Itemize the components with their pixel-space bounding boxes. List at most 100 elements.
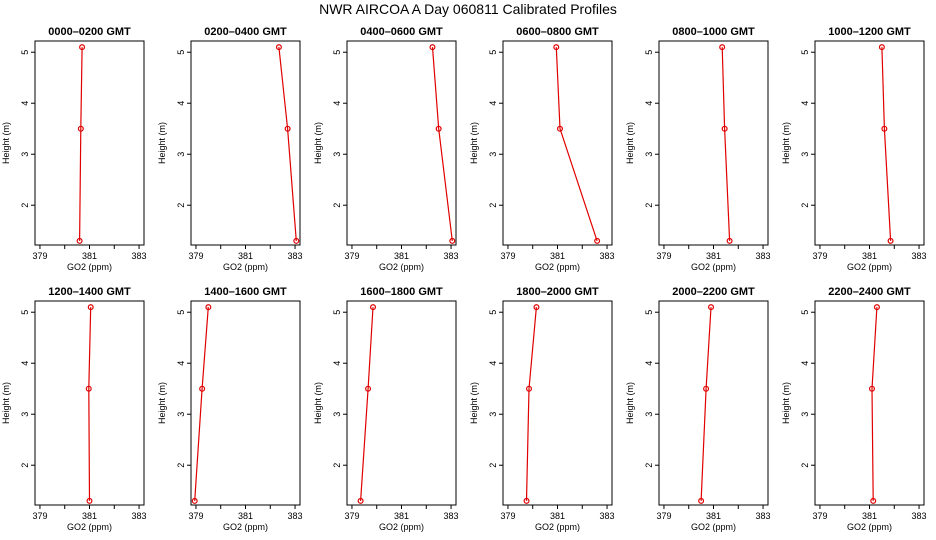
y-tick-label: 2 bbox=[488, 203, 498, 208]
y-tick-label: 3 bbox=[332, 152, 342, 157]
y-tick-label: 4 bbox=[644, 101, 654, 106]
x-axis-label: GO2 (ppm) bbox=[691, 262, 736, 272]
x-axis-label: GO2 (ppm) bbox=[847, 262, 892, 272]
y-axis-label: Height (m) bbox=[469, 122, 479, 164]
y-tick-label: 3 bbox=[488, 412, 498, 417]
data-point bbox=[708, 304, 715, 311]
panel-title: 0200–0400 GMT bbox=[204, 26, 287, 38]
plot-frame bbox=[34, 40, 145, 246]
y-axis-label: Height (m) bbox=[469, 382, 479, 424]
x-tick-label: 379 bbox=[32, 511, 47, 521]
panel-5: 0800–1000 GMT 379 381 383 2 3 4 5 GO2 (ppm) Heigh… bbox=[625, 26, 771, 272]
x-tick-label: 383 bbox=[600, 251, 615, 261]
x-tick-label: 383 bbox=[132, 511, 147, 521]
x-tick-label: 379 bbox=[812, 511, 827, 521]
data-point bbox=[523, 497, 530, 504]
data-point bbox=[556, 125, 563, 132]
data-point bbox=[721, 125, 728, 132]
x-tick-label: 379 bbox=[500, 251, 515, 261]
y-tick-label: 5 bbox=[332, 310, 342, 315]
x-tick-label: 383 bbox=[132, 251, 147, 261]
y-tick-label: 4 bbox=[332, 101, 342, 106]
y-tick-label: 2 bbox=[488, 463, 498, 468]
profile-line bbox=[278, 47, 297, 241]
x-axis-label: GO2 (ppm) bbox=[691, 522, 736, 532]
x-tick-label: 383 bbox=[288, 511, 303, 521]
profile-line bbox=[555, 47, 598, 242]
panel-4: 0600–0800 GMT 379 381 383 2 3 4 5 GO2 (ppm) Heigh… bbox=[469, 26, 615, 272]
profile-line bbox=[881, 47, 892, 241]
profile-line bbox=[88, 307, 92, 501]
x-tick-label: 379 bbox=[500, 511, 515, 521]
panel-title: 1400–1600 GMT bbox=[204, 286, 287, 298]
profile-line bbox=[79, 47, 83, 241]
data-point bbox=[553, 44, 560, 51]
x-tick-label: 383 bbox=[756, 251, 771, 261]
plot-frame bbox=[814, 300, 925, 506]
data-point bbox=[887, 237, 894, 244]
y-tick-label: 5 bbox=[20, 310, 30, 315]
y-tick-label: 5 bbox=[176, 310, 186, 315]
x-tick-label: 381 bbox=[550, 251, 565, 261]
y-axis-label: Height (m) bbox=[1, 382, 11, 424]
x-tick-label: 381 bbox=[238, 511, 253, 521]
data-point bbox=[205, 304, 212, 311]
profile-line bbox=[700, 307, 712, 501]
x-axis-label: GO2 (ppm) bbox=[535, 262, 580, 272]
x-axis-label: GO2 (ppm) bbox=[847, 522, 892, 532]
data-point bbox=[870, 497, 877, 504]
data-point bbox=[275, 44, 282, 51]
data-point bbox=[357, 497, 364, 504]
x-tick-label: 381 bbox=[394, 511, 409, 521]
y-tick-label: 3 bbox=[176, 152, 186, 157]
y-axis-label: Height (m) bbox=[1, 122, 11, 164]
y-axis-label: Height (m) bbox=[781, 122, 791, 164]
x-tick-label: 379 bbox=[344, 251, 359, 261]
data-point bbox=[79, 44, 86, 51]
profile-line bbox=[194, 307, 209, 501]
x-tick-label: 383 bbox=[912, 511, 927, 521]
y-tick-label: 2 bbox=[800, 463, 810, 468]
data-point bbox=[429, 44, 436, 51]
y-tick-label: 3 bbox=[176, 412, 186, 417]
x-axis-label: GO2 (ppm) bbox=[67, 522, 112, 532]
panel-title: 2200–2400 GMT bbox=[828, 286, 911, 298]
x-axis-label: GO2 (ppm) bbox=[535, 522, 580, 532]
y-tick-label: 2 bbox=[176, 463, 186, 468]
x-tick-label: 383 bbox=[600, 511, 615, 521]
panel-grid: 0000–0200 GMT 379 381 383 2 3 4 5 GO2 (ppm) Heigh… bbox=[1, 26, 927, 532]
plot-frame bbox=[346, 40, 457, 246]
y-tick-label: 5 bbox=[644, 310, 654, 315]
data-point bbox=[77, 125, 84, 132]
data-point bbox=[284, 125, 291, 132]
x-axis-label: GO2 (ppm) bbox=[379, 262, 424, 272]
plot-frame bbox=[502, 300, 613, 506]
y-axis-label: Height (m) bbox=[781, 382, 791, 424]
y-tick-label: 4 bbox=[488, 101, 498, 106]
profile-line bbox=[431, 47, 453, 241]
y-tick-label: 5 bbox=[488, 310, 498, 315]
y-axis-label: Height (m) bbox=[625, 382, 635, 424]
panel-10: 1800–2000 GMT 379 381 383 2 3 4 5 GO2 (ppm) Heigh… bbox=[469, 286, 615, 532]
data-point bbox=[191, 497, 198, 504]
y-tick-label: 4 bbox=[176, 101, 186, 106]
x-tick-label: 381 bbox=[706, 511, 721, 521]
x-tick-label: 381 bbox=[550, 511, 565, 521]
x-tick-label: 381 bbox=[394, 251, 409, 261]
x-tick-label: 379 bbox=[812, 251, 827, 261]
x-tick-label: 381 bbox=[862, 511, 877, 521]
x-tick-label: 379 bbox=[188, 511, 203, 521]
data-point bbox=[726, 237, 733, 244]
x-tick-label: 383 bbox=[444, 511, 459, 521]
panel-title: 1800–2000 GMT bbox=[516, 286, 599, 298]
y-tick-label: 4 bbox=[800, 361, 810, 366]
x-tick-label: 379 bbox=[656, 511, 671, 521]
y-tick-label: 2 bbox=[176, 203, 186, 208]
x-tick-label: 383 bbox=[912, 251, 927, 261]
y-axis-label: Height (m) bbox=[313, 382, 323, 424]
y-axis-label: Height (m) bbox=[313, 122, 323, 164]
plot-frame bbox=[190, 40, 301, 246]
x-tick-label: 381 bbox=[706, 251, 721, 261]
data-point bbox=[199, 385, 206, 392]
x-tick-label: 381 bbox=[238, 251, 253, 261]
